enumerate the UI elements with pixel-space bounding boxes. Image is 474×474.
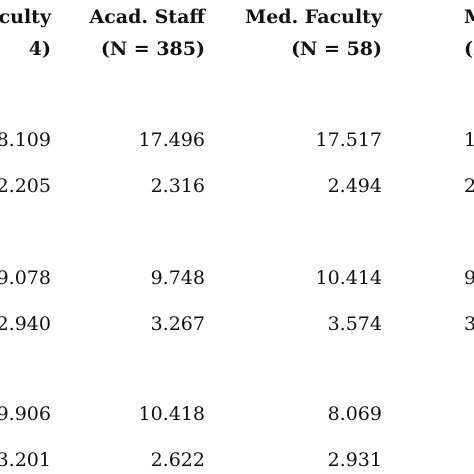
table-cell: 9.906 <box>0 403 51 425</box>
table-cell: 17.496 <box>138 129 205 151</box>
table-cell: 9.078 <box>0 267 51 289</box>
table-cell: 10.418 <box>138 403 205 425</box>
table-cell: 2 <box>464 175 474 197</box>
column-header-faculty: aculty <box>0 6 51 28</box>
table-cell: 2.622 <box>150 449 205 471</box>
column-n-faculty: 4) <box>28 38 51 60</box>
table-cell: 9 <box>464 267 474 289</box>
table-cell: 3.574 <box>327 313 382 335</box>
column-n-acad-staff: (N = 385) <box>100 38 205 60</box>
table-cell: 1 <box>464 129 474 151</box>
table-cell: 8.109 <box>0 129 51 151</box>
table-cell: 8.069 <box>327 403 382 425</box>
table-cell: 3.201 <box>0 449 51 471</box>
table-cell: 2.205 <box>0 175 51 197</box>
column-n-med-faculty: (N = 58) <box>291 38 382 60</box>
table-cell: 9.748 <box>150 267 205 289</box>
table-cell: 17.517 <box>315 129 382 151</box>
column-n-med-staff: (N = 3 <box>464 38 474 60</box>
column-header-acad-staff: Acad. Staff <box>89 6 205 28</box>
table-cell: 3.267 <box>150 313 205 335</box>
table-cell: 2.494 <box>327 175 382 197</box>
column-header-med-faculty: Med. Faculty <box>245 6 382 28</box>
table-cell: 2.940 <box>0 313 51 335</box>
table-cell: 3 <box>464 313 474 335</box>
table-cell: 2.316 <box>150 175 205 197</box>
table-cell: 2.931 <box>327 449 382 471</box>
column-header-med-staff: Med. S <box>464 2 474 32</box>
table-cell: 10.414 <box>315 267 382 289</box>
